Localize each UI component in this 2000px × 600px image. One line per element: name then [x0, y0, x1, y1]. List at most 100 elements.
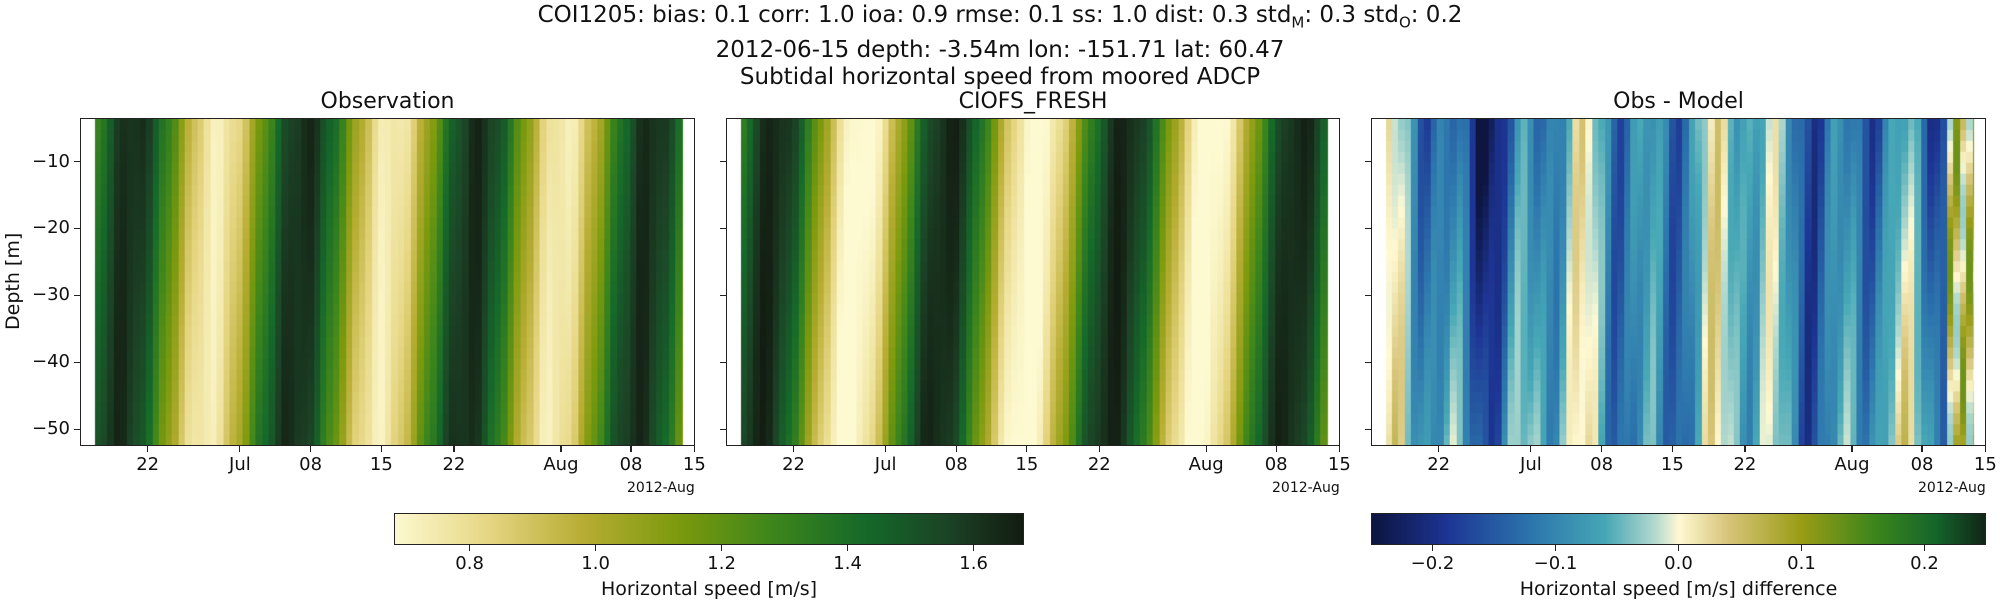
x-tick-label: 22: [442, 454, 466, 475]
colorbar-tick: [847, 545, 849, 551]
x-tick-label: 08: [944, 454, 968, 475]
x-tick: [1205, 446, 1207, 452]
ciofs-fresh-panel-title: CIOFS_FRESH: [958, 89, 1108, 114]
x-tick-label: 08: [1910, 454, 1934, 475]
colorbar-tick: [1554, 545, 1557, 551]
x-tick-label: 08: [1590, 454, 1614, 475]
colorbar-tick-label: −0.2: [1410, 553, 1455, 574]
colorbar-tick: [721, 545, 723, 551]
x-tick-label: 15: [369, 454, 393, 475]
y-tick: [1365, 294, 1371, 296]
title-location-line: 2012-06-15 depth: -3.54m lon: -151.71 la…: [715, 36, 1285, 63]
x-tick: [453, 446, 455, 452]
y-tick: [1365, 227, 1371, 230]
y-tick: [74, 361, 80, 363]
y-tick: [720, 227, 726, 230]
colorbar-tick-label: 1.4: [833, 553, 862, 574]
y-tick: [720, 361, 726, 363]
x-tick: [1671, 446, 1673, 452]
y-tick-label: −30: [32, 284, 70, 306]
y-tick-label: −40: [32, 351, 70, 373]
obs-minus-model-heatmap-cells: [1372, 119, 1985, 445]
colorbar-gradient: [1372, 514, 1985, 544]
x-tick-label: 22: [782, 454, 805, 475]
colorbar-tick-label: 0.1: [1787, 553, 1816, 574]
title-stats-suffix: : 0.2: [1410, 2, 1463, 28]
y-tick: [720, 160, 726, 163]
colorbar-tick: [595, 545, 597, 551]
x-tick: [1098, 446, 1100, 452]
colorbar-tick-label: 1.2: [707, 553, 736, 574]
x-tick-label: 22: [1427, 454, 1451, 475]
colorbar-tick-label: −0.1: [1533, 553, 1578, 574]
x-tick: [1026, 446, 1028, 452]
colorbar-tick-label: 0.0: [1664, 553, 1693, 574]
x-tick: [792, 446, 795, 452]
y-tick: [1365, 160, 1371, 163]
y-tick: [1365, 361, 1371, 363]
y-tick-label: −50: [32, 418, 70, 440]
x-tick: [1744, 446, 1746, 452]
x-offset-label: 2012-Aug: [627, 480, 695, 496]
x-tick: [1851, 446, 1853, 452]
x-tick-label: 22: [136, 454, 160, 475]
title-stats-text: COI1205: bias: 0.1 corr: 1.0 ioa: 0.9 rm…: [537, 2, 1292, 28]
x-tick: [955, 446, 957, 452]
title-stats-mid: : 0.3 std: [1304, 2, 1399, 28]
y-tick-label: −20: [32, 217, 70, 239]
difference-colorbar: [1371, 513, 1986, 545]
x-tick: [693, 446, 695, 452]
colorbar-tick: [1923, 545, 1926, 551]
colorbar-label: Horizontal speed [m/s]: [600, 578, 818, 600]
title-sub-m: M: [1291, 13, 1305, 32]
colorbar-label: Horizontal speed [m/s] difference: [1519, 578, 1838, 600]
x-tick: [1530, 446, 1532, 452]
title-sub-o: O: [1398, 13, 1411, 32]
x-tick-label: 22: [1087, 454, 1111, 475]
title-description-line: Subtidal horizontal speed from moored AD…: [739, 63, 1261, 90]
colorbar-tick-label: 1.0: [581, 553, 610, 574]
x-tick: [885, 446, 887, 452]
x-tick: [1921, 446, 1923, 452]
obs-minus-model-heatmap: [1371, 118, 1986, 446]
x-offset-label: 2012-Aug: [1918, 480, 1986, 496]
colorbar-tick: [1677, 545, 1680, 551]
y-tick-label: −10: [32, 150, 70, 172]
y-tick: [74, 160, 80, 163]
y-tick: [720, 294, 726, 296]
x-tick: [1601, 446, 1603, 452]
x-tick-label: Aug: [543, 454, 579, 475]
observation-heatmap: [80, 118, 695, 446]
x-tick-label: 22: [1733, 454, 1757, 475]
x-tick-label: 08: [619, 454, 643, 475]
x-tick-label: 15: [1973, 454, 1997, 475]
x-tick-label: Jul: [874, 454, 897, 475]
x-tick: [1984, 446, 1986, 452]
y-tick: [720, 428, 726, 430]
x-tick: [630, 446, 632, 452]
x-tick-label: 08: [299, 454, 323, 475]
colorbar-gradient: [395, 514, 1023, 544]
observation-heatmap-cells: [81, 119, 694, 445]
colorbar-tick-label: 0.8: [455, 553, 484, 574]
colorbar-tick: [1431, 545, 1434, 551]
x-tick: [310, 446, 312, 452]
x-tick-label: 15: [1015, 454, 1039, 475]
colorbar-tick-label: 0.2: [1910, 553, 1939, 574]
colorbar-tick-label: 1.6: [959, 553, 988, 574]
colorbar-tick: [973, 545, 975, 551]
x-tick-label: Aug: [1188, 454, 1224, 475]
x-tick-label: 15: [1660, 454, 1684, 475]
y-tick: [74, 294, 80, 296]
figure-title: COI1205: bias: 0.1 corr: 1.0 ioa: 0.9 rm…: [0, 2, 2000, 91]
x-tick: [1438, 446, 1440, 452]
x-tick-label: Jul: [229, 454, 251, 475]
y-axis-label: Depth [m]: [2, 232, 24, 330]
colorbar-tick: [1800, 545, 1803, 551]
y-tick: [74, 227, 80, 230]
x-tick-label: Jul: [1520, 454, 1542, 475]
x-tick-label: 08: [1264, 454, 1288, 475]
speed-colorbar: [394, 513, 1024, 545]
x-tick: [1338, 446, 1340, 452]
x-tick: [147, 446, 149, 452]
